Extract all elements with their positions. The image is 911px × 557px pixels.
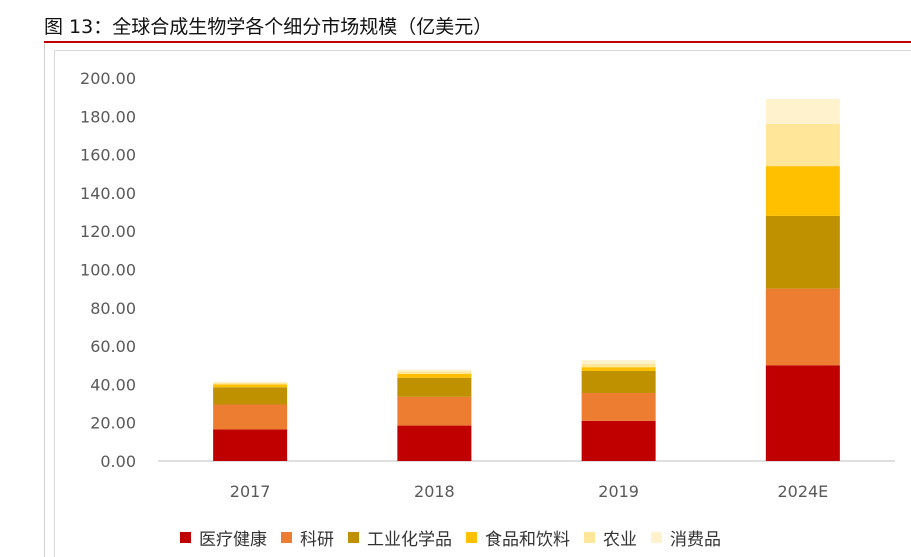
x-tick-label: 2024E <box>777 482 828 501</box>
y-tick-label: 40.00 <box>90 375 136 394</box>
bar-segment <box>765 215 840 289</box>
legend-swatch <box>651 531 662 543</box>
chart-frame <box>54 50 911 557</box>
legend-label: 科研 <box>300 529 334 550</box>
y-tick-label: 60.00 <box>90 337 136 356</box>
legend-item: 工业化学品 <box>348 525 452 550</box>
y-tick-label: 0.00 <box>100 452 136 471</box>
legend-label: 农业 <box>603 529 637 550</box>
y-tick-label: 200.00 <box>80 69 136 88</box>
bar-segment <box>765 123 840 167</box>
chart-legend: 医疗健康 科研 工业化学品 食品和饮料 农业 消费品 <box>180 524 735 550</box>
y-tick-label: 80.00 <box>90 299 136 318</box>
bar-segment <box>765 166 840 216</box>
bar-segment <box>213 387 288 405</box>
legend-item: 消费品 <box>651 525 721 550</box>
y-tick-label: 100.00 <box>80 261 136 280</box>
legend-label: 工业化学品 <box>367 529 452 550</box>
bar-segment <box>213 381 288 383</box>
bar-segment <box>765 365 840 461</box>
bar-segment <box>397 396 472 426</box>
y-tick-label: 120.00 <box>80 222 136 241</box>
bar-segment <box>581 363 656 368</box>
legend-swatch <box>466 531 477 543</box>
legend-item: 食品和饮料 <box>466 525 570 550</box>
chart-title: 图 13：全球合成生物学各个细分市场规模（亿美元） <box>44 16 493 38</box>
bar-segment <box>397 373 472 378</box>
bar-segment <box>397 377 472 397</box>
page-left-rule <box>44 44 45 557</box>
legend-swatch <box>180 531 191 543</box>
legend-swatch <box>348 531 359 543</box>
y-tick-label: 160.00 <box>80 146 136 165</box>
x-tick-label: 2019 <box>598 482 639 501</box>
bar-segment <box>397 371 472 374</box>
legend-label: 消费品 <box>670 529 721 550</box>
x-tick-label: 2018 <box>414 482 455 501</box>
legend-item: 科研 <box>281 525 334 550</box>
bar-segment <box>213 429 288 461</box>
bar-segment <box>213 384 288 388</box>
bar-segment <box>581 370 656 394</box>
bar-segment <box>213 382 288 385</box>
x-tick-label: 2017 <box>230 482 271 501</box>
bar-segment <box>581 360 656 364</box>
y-tick-label: 20.00 <box>90 414 136 433</box>
y-tick-label: 140.00 <box>80 184 136 203</box>
bar-segment <box>581 393 656 421</box>
legend-item: 医疗健康 <box>180 525 267 550</box>
legend-item: 农业 <box>584 525 637 550</box>
y-tick-label: 180.00 <box>80 107 136 126</box>
legend-label: 医疗健康 <box>199 529 267 550</box>
bar-segment <box>765 99 840 124</box>
bar-segment <box>765 288 840 366</box>
bar-segment <box>581 420 656 461</box>
title-underline <box>44 41 911 43</box>
legend-label: 食品和饮料 <box>485 529 570 550</box>
bar-segment <box>397 425 472 461</box>
bar-segment <box>581 367 656 371</box>
bar-segment <box>397 369 472 372</box>
legend-swatch <box>281 531 292 543</box>
legend-swatch <box>584 531 595 543</box>
bar-segment <box>213 404 288 430</box>
